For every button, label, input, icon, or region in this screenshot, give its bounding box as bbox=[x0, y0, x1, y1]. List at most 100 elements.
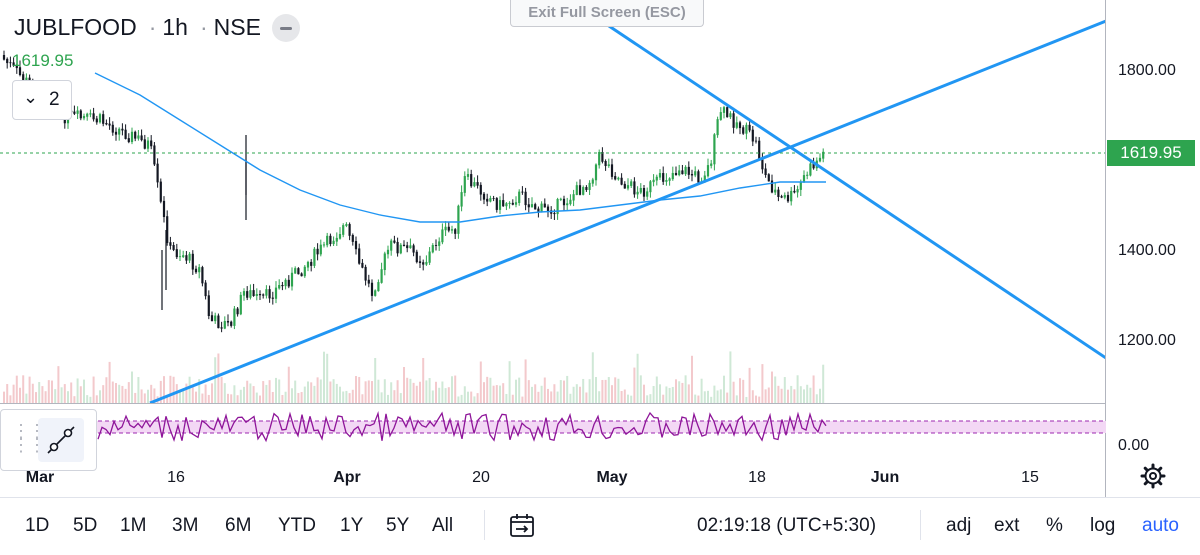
volume-bar bbox=[703, 391, 706, 403]
series-toggle-button[interactable]: ⌄ 2 bbox=[12, 80, 72, 120]
volume-bar bbox=[403, 366, 405, 403]
volume-bar bbox=[399, 393, 402, 403]
volume-bar bbox=[313, 385, 316, 403]
chart-pane[interactable] bbox=[0, 0, 1106, 403]
rsi-line bbox=[97, 410, 827, 443]
gear-icon[interactable] bbox=[1140, 463, 1166, 489]
volume-bar bbox=[198, 379, 201, 403]
volume-bar bbox=[111, 381, 114, 403]
volume-bar bbox=[777, 385, 780, 403]
volume-bar bbox=[748, 367, 751, 403]
volume-bar bbox=[604, 379, 607, 403]
range-1d-button[interactable]: 1D bbox=[25, 515, 50, 536]
volume-bar bbox=[83, 379, 85, 403]
volume-bar bbox=[588, 379, 591, 403]
volume-bar bbox=[671, 386, 674, 403]
volume-bar bbox=[3, 391, 5, 403]
range-1m-button[interactable]: 1M bbox=[120, 515, 147, 536]
range-5d-button[interactable]: 5D bbox=[73, 515, 98, 536]
range-ytd-button[interactable]: YTD bbox=[278, 515, 316, 536]
volume-bar bbox=[51, 380, 53, 403]
clock-display[interactable]: 02:19:18 (UTC+5:30) bbox=[697, 515, 877, 536]
range-3m-button[interactable]: 3M bbox=[172, 515, 199, 536]
percent-toggle[interactable]: % bbox=[1046, 515, 1063, 536]
volume-bar bbox=[63, 384, 66, 403]
volume-bar bbox=[454, 375, 457, 403]
log-toggle[interactable]: log bbox=[1090, 515, 1116, 536]
volume-bar bbox=[422, 357, 425, 403]
volume-bar bbox=[579, 386, 581, 403]
time-axis-label: Jun bbox=[871, 469, 899, 486]
volume-bar bbox=[332, 379, 335, 403]
range-5y-button[interactable]: 5Y bbox=[386, 515, 410, 536]
volume-bar bbox=[614, 377, 617, 403]
volume-bar bbox=[383, 379, 386, 403]
volume-bar bbox=[739, 378, 741, 403]
candlesticks bbox=[2, 50, 825, 333]
chevron-down-icon: ⌄ bbox=[23, 87, 39, 107]
time-axis-label: Mar bbox=[26, 469, 54, 486]
drag-handle-icon[interactable]: ⋮⋮ ⋮⋮ bbox=[12, 421, 46, 455]
volume-bar bbox=[140, 389, 143, 403]
volume-bar bbox=[639, 375, 642, 403]
volume-bar bbox=[339, 386, 341, 403]
volume-bar bbox=[713, 385, 716, 403]
volume-bar bbox=[124, 388, 127, 403]
volume-bar bbox=[499, 385, 501, 403]
volume-bar bbox=[435, 381, 437, 403]
volume-bar bbox=[559, 380, 562, 403]
moving-average-line bbox=[94, 72, 826, 223]
volume-bar bbox=[582, 378, 585, 403]
volume-bar bbox=[220, 376, 223, 403]
volume-bar bbox=[179, 389, 181, 403]
volume-bar bbox=[742, 379, 745, 403]
volume-bars bbox=[3, 351, 825, 403]
ext-toggle[interactable]: ext bbox=[994, 515, 1020, 536]
volume-bar bbox=[495, 385, 498, 403]
auto-toggle[interactable]: auto bbox=[1142, 515, 1179, 536]
volume-bar bbox=[771, 371, 773, 403]
volume-bar bbox=[188, 376, 191, 403]
volume-bar bbox=[236, 395, 239, 403]
price-chart[interactable] bbox=[0, 0, 1106, 403]
volume-bar bbox=[735, 395, 738, 403]
volume-bar bbox=[243, 386, 245, 403]
volume-bar bbox=[758, 396, 761, 403]
collapse-legend-button[interactable] bbox=[272, 14, 300, 42]
volume-bar bbox=[121, 385, 124, 403]
volume-bar bbox=[307, 381, 309, 403]
volume-bar bbox=[86, 395, 89, 403]
volume-bar bbox=[441, 381, 444, 403]
calendar-icon[interactable] bbox=[508, 513, 536, 539]
volume-bar bbox=[719, 389, 722, 403]
indicator-settings-button[interactable] bbox=[38, 418, 84, 462]
volume-bar bbox=[387, 394, 389, 403]
volume-bar bbox=[393, 390, 396, 403]
symbol-header[interactable]: JUBLFOOD · 1h · NSE bbox=[14, 14, 261, 40]
rsi-pane[interactable] bbox=[0, 404, 1106, 456]
volume-bar bbox=[259, 395, 261, 403]
volume-bar bbox=[646, 395, 649, 403]
exchange-label: NSE bbox=[213, 14, 261, 40]
time-axis-label: 16 bbox=[167, 469, 185, 486]
volume-bar bbox=[300, 392, 303, 403]
exit-fullscreen-button[interactable]: Exit Full Screen (ESC) bbox=[510, 0, 704, 27]
volume-bar bbox=[489, 377, 492, 403]
volume-bar bbox=[534, 384, 537, 403]
volume-bar bbox=[284, 391, 287, 403]
range-all-button[interactable]: All bbox=[432, 515, 454, 536]
volume-bar bbox=[710, 396, 713, 403]
volume-bar bbox=[345, 390, 348, 403]
volume-bar bbox=[694, 394, 697, 403]
range-1y-button[interactable]: 1Y bbox=[340, 515, 364, 536]
volume-bar bbox=[19, 387, 21, 403]
range-6m-button[interactable]: 6M bbox=[225, 515, 252, 536]
bottom-toolbar: 1D 5D 1M 3M 6M YTD 1Y 5Y All 02:19:18 (U… bbox=[0, 497, 1200, 555]
volume-bar bbox=[473, 396, 476, 403]
volume-bar bbox=[15, 375, 18, 403]
volume-bar bbox=[348, 393, 351, 403]
indicator-controls[interactable]: ⋮⋮ ⋮⋮ bbox=[0, 409, 97, 471]
adj-toggle[interactable]: adj bbox=[946, 515, 972, 536]
volume-bar bbox=[191, 387, 194, 403]
volume-bar bbox=[601, 379, 604, 403]
